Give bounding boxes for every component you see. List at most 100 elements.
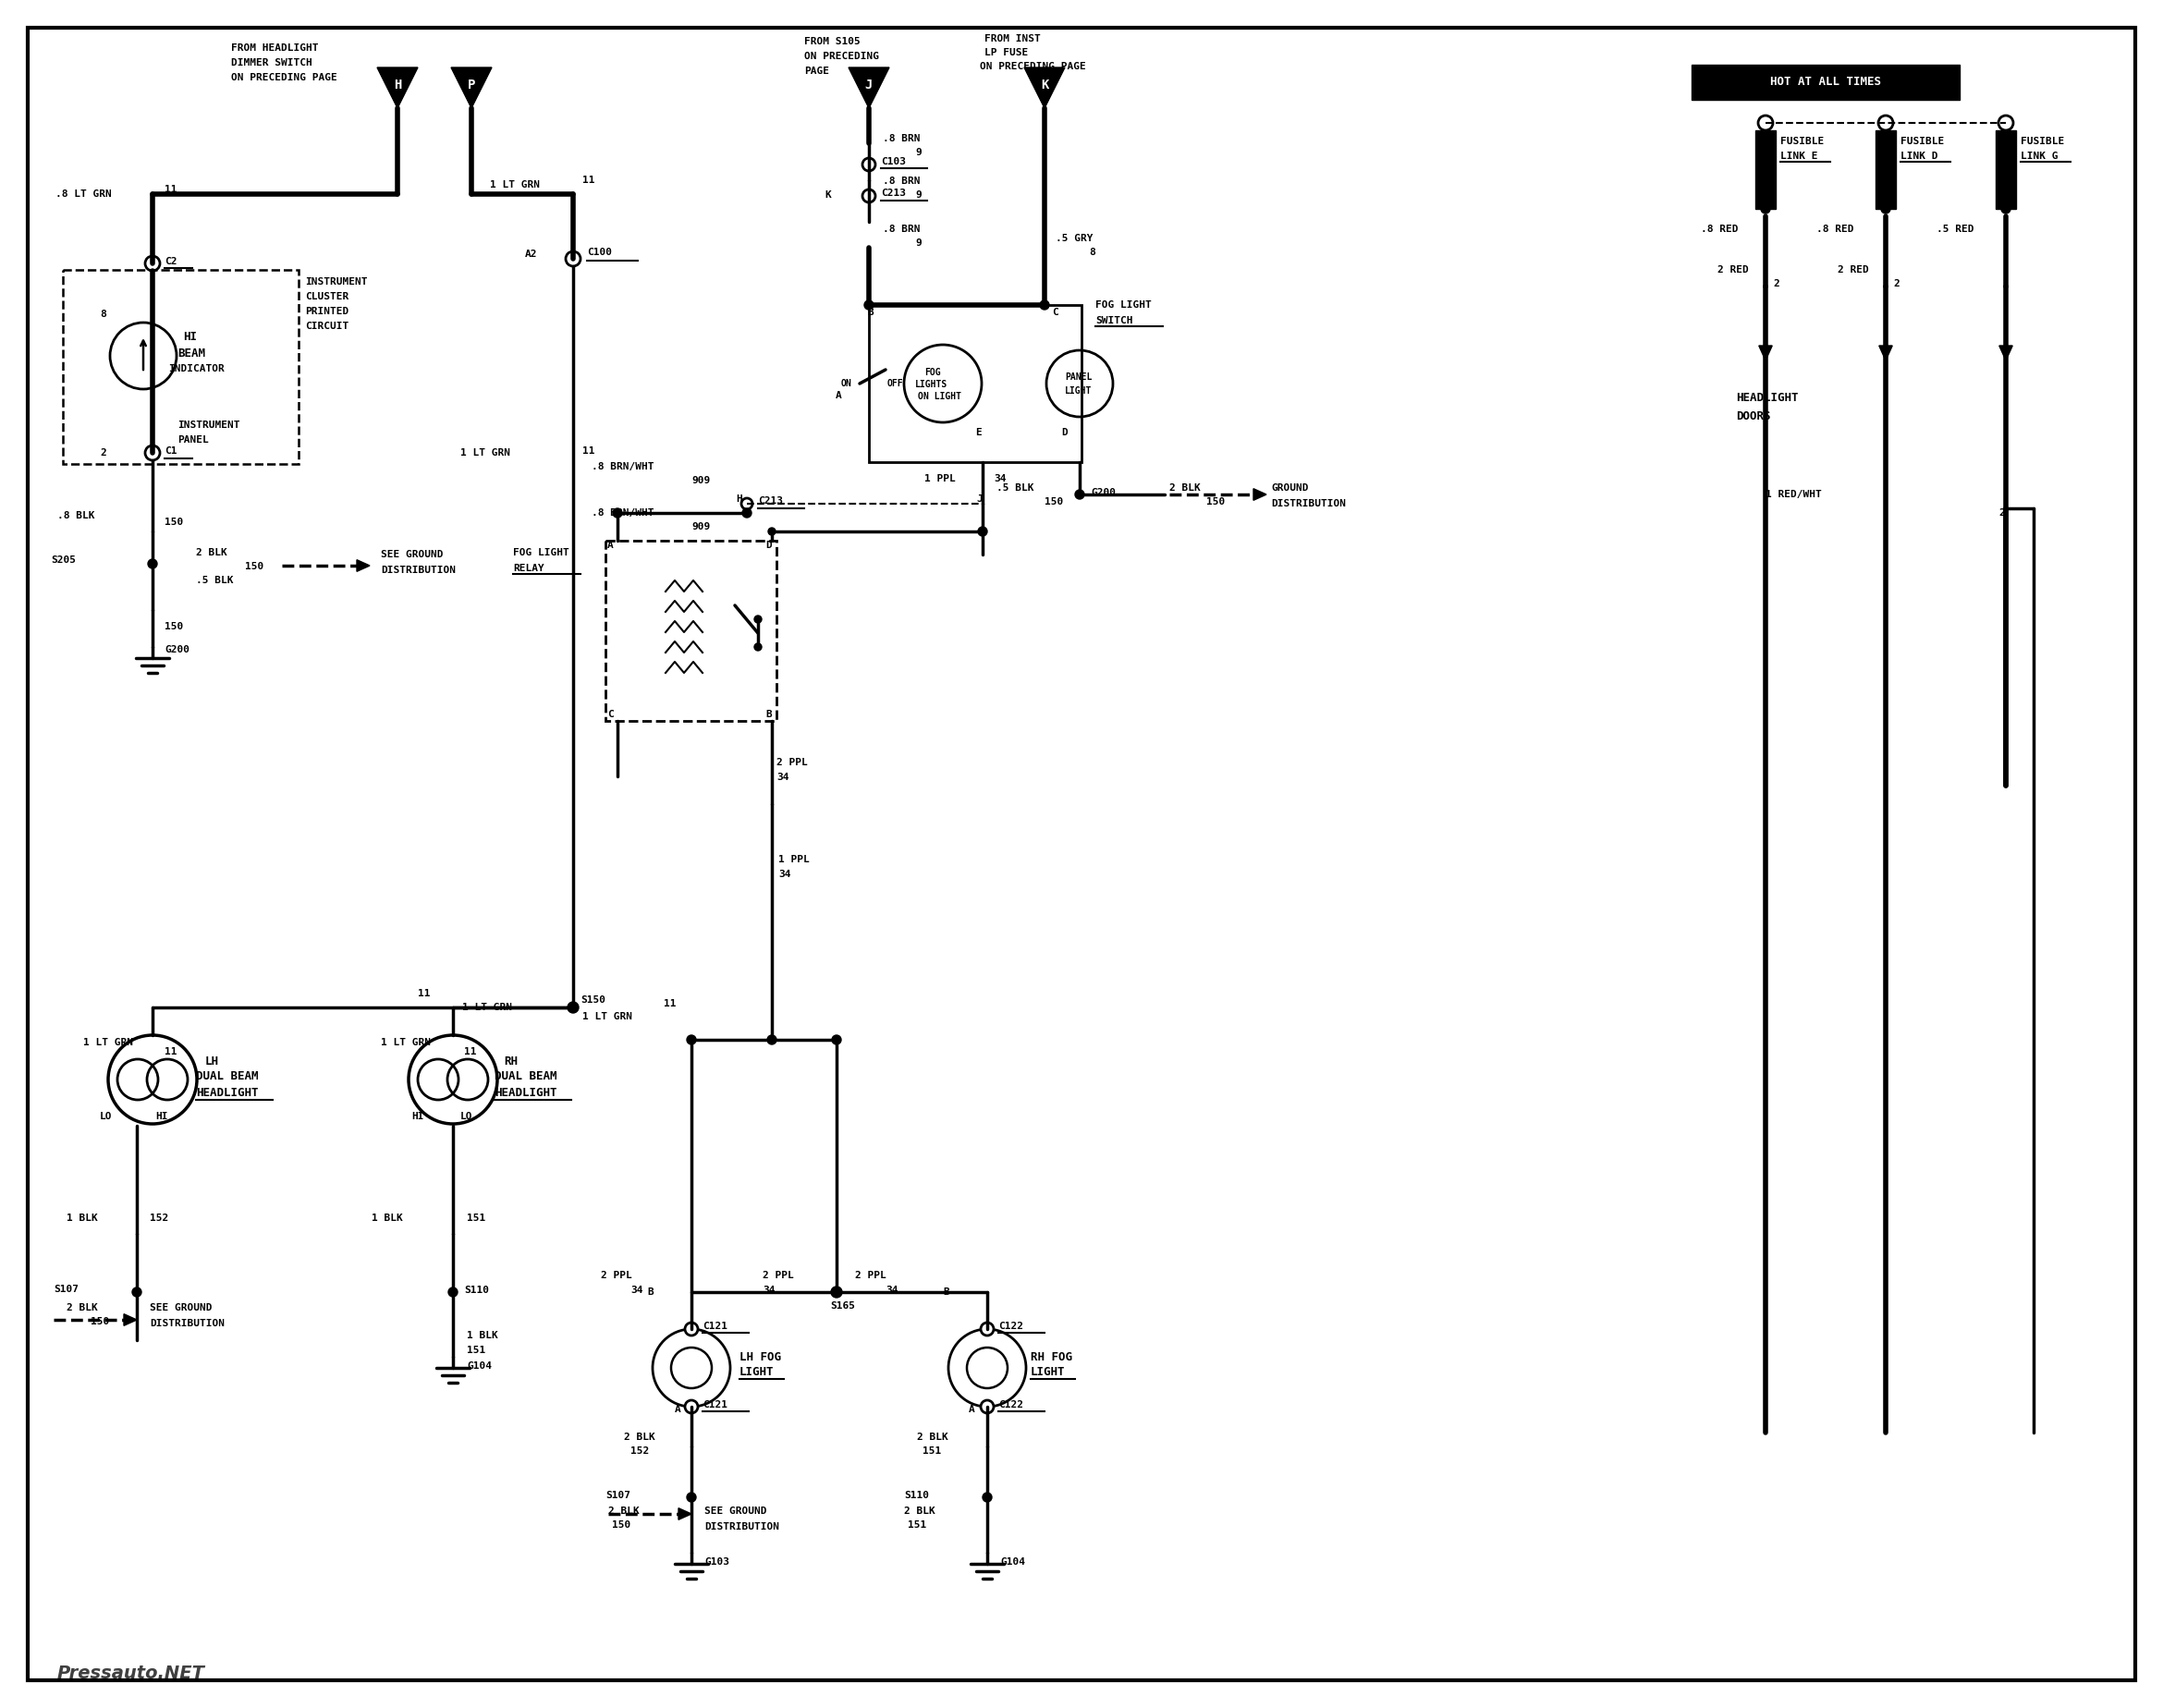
- Circle shape: [1075, 490, 1084, 499]
- Text: ON LIGHT: ON LIGHT: [917, 391, 960, 401]
- Text: LO: LO: [99, 1112, 112, 1120]
- Text: HEADLIGHT: HEADLIGHT: [197, 1088, 257, 1100]
- Circle shape: [686, 1322, 699, 1336]
- Text: ON PRECEDING: ON PRECEDING: [805, 51, 878, 61]
- Text: DISTRIBUTION: DISTRIBUTION: [1272, 499, 1345, 509]
- Text: RELAY: RELAY: [513, 564, 545, 572]
- Circle shape: [448, 1288, 459, 1296]
- Text: S205: S205: [52, 555, 76, 565]
- Text: LIGHTS: LIGHTS: [915, 379, 947, 389]
- Text: LO: LO: [461, 1112, 474, 1120]
- Text: 150: 150: [164, 622, 184, 632]
- Circle shape: [2001, 205, 2009, 214]
- Text: DISTRIBUTION: DISTRIBUTION: [149, 1319, 225, 1329]
- Text: SEE GROUND: SEE GROUND: [149, 1303, 212, 1312]
- Circle shape: [612, 509, 623, 518]
- Polygon shape: [1252, 488, 1265, 500]
- Text: S110: S110: [465, 1286, 489, 1295]
- Text: B: B: [647, 1288, 653, 1296]
- Polygon shape: [1999, 345, 2012, 360]
- Text: DUAL BEAM: DUAL BEAM: [197, 1071, 257, 1083]
- Circle shape: [863, 159, 876, 171]
- Text: C: C: [1051, 307, 1058, 318]
- Circle shape: [768, 528, 777, 535]
- Text: K: K: [824, 190, 831, 200]
- Text: 1 LT GRN: 1 LT GRN: [489, 181, 541, 190]
- Text: 9: 9: [915, 239, 921, 248]
- Text: D: D: [1062, 429, 1066, 437]
- Text: 8: 8: [1088, 248, 1094, 256]
- Circle shape: [1882, 205, 1890, 214]
- Text: 2 BLK: 2 BLK: [608, 1506, 640, 1515]
- Text: DIMMER SWITCH: DIMMER SWITCH: [231, 58, 311, 68]
- Text: LINK D: LINK D: [1901, 152, 1938, 161]
- Text: C213: C213: [757, 497, 783, 506]
- Circle shape: [567, 1003, 580, 1013]
- Text: .5 BLK: .5 BLK: [997, 483, 1034, 492]
- Text: 2: 2: [1999, 509, 2005, 518]
- Circle shape: [1877, 116, 1893, 130]
- Text: 2 BLK: 2 BLK: [623, 1433, 655, 1442]
- Text: 152: 152: [149, 1213, 169, 1223]
- Text: H: H: [735, 495, 742, 504]
- Text: 9: 9: [915, 149, 921, 157]
- Text: B: B: [943, 1288, 950, 1296]
- Text: A: A: [675, 1406, 681, 1414]
- Bar: [1996, 130, 2016, 208]
- Text: 11: 11: [582, 176, 595, 184]
- Circle shape: [768, 1035, 777, 1044]
- Circle shape: [145, 446, 160, 459]
- Polygon shape: [357, 560, 370, 572]
- Text: 150: 150: [91, 1317, 110, 1327]
- Bar: [606, 541, 777, 721]
- Circle shape: [831, 1286, 841, 1298]
- Text: A: A: [835, 391, 841, 400]
- Text: .8 BLK: .8 BLK: [56, 511, 95, 521]
- Text: C122: C122: [999, 1401, 1023, 1409]
- Text: 152: 152: [629, 1447, 649, 1455]
- Text: .5 GRY: .5 GRY: [1056, 234, 1092, 243]
- Text: J: J: [865, 79, 872, 92]
- Text: HEADLIGHT: HEADLIGHT: [495, 1088, 556, 1100]
- Text: ON PRECEDING PAGE: ON PRECEDING PAGE: [980, 61, 1086, 72]
- Text: 1 PPL: 1 PPL: [924, 475, 956, 483]
- Text: DISTRIBUTION: DISTRIBUTION: [381, 565, 456, 576]
- Text: 1 LT GRN: 1 LT GRN: [381, 1038, 430, 1047]
- Text: 2 BLK: 2 BLK: [197, 548, 227, 557]
- Text: HI: HI: [411, 1112, 424, 1120]
- Text: LINK E: LINK E: [1780, 152, 1817, 161]
- Bar: [1691, 65, 1960, 99]
- Text: S107: S107: [606, 1491, 629, 1500]
- Text: .5 BLK: .5 BLK: [197, 576, 234, 586]
- Text: C2: C2: [164, 256, 177, 266]
- Text: 34: 34: [764, 1286, 774, 1295]
- Text: 1 BLK: 1 BLK: [67, 1213, 97, 1223]
- Text: 151: 151: [921, 1447, 941, 1455]
- Text: .8 LT GRN: .8 LT GRN: [56, 190, 112, 198]
- Text: G104: G104: [467, 1361, 491, 1370]
- Text: 34: 34: [777, 772, 789, 782]
- Text: C100: C100: [586, 248, 612, 256]
- Text: 2 PPL: 2 PPL: [777, 758, 807, 767]
- Text: SWITCH: SWITCH: [1094, 316, 1133, 325]
- Text: Pressauto.NET: Pressauto.NET: [56, 1664, 205, 1682]
- Text: ON PRECEDING PAGE: ON PRECEDING PAGE: [231, 73, 337, 82]
- Text: 1 BLK: 1 BLK: [372, 1213, 402, 1223]
- Text: C103: C103: [880, 157, 906, 166]
- Text: H: H: [394, 79, 402, 92]
- Text: .8 RED: .8 RED: [1817, 224, 1854, 234]
- Circle shape: [978, 526, 986, 536]
- Text: 150: 150: [244, 562, 264, 570]
- Text: E: E: [976, 429, 982, 437]
- Text: LP FUSE: LP FUSE: [984, 48, 1027, 58]
- Text: HI: HI: [184, 331, 197, 343]
- Polygon shape: [452, 68, 491, 108]
- Text: 2 RED: 2 RED: [1839, 265, 1869, 275]
- Polygon shape: [123, 1313, 136, 1325]
- Text: INDICATOR: INDICATOR: [169, 364, 225, 374]
- Bar: [1875, 130, 1895, 208]
- Text: 34: 34: [993, 475, 1006, 483]
- Text: DISTRIBUTION: DISTRIBUTION: [705, 1522, 779, 1532]
- Text: .8 BRN/WHT: .8 BRN/WHT: [593, 509, 653, 518]
- Text: FOG LIGHT: FOG LIGHT: [1094, 301, 1151, 309]
